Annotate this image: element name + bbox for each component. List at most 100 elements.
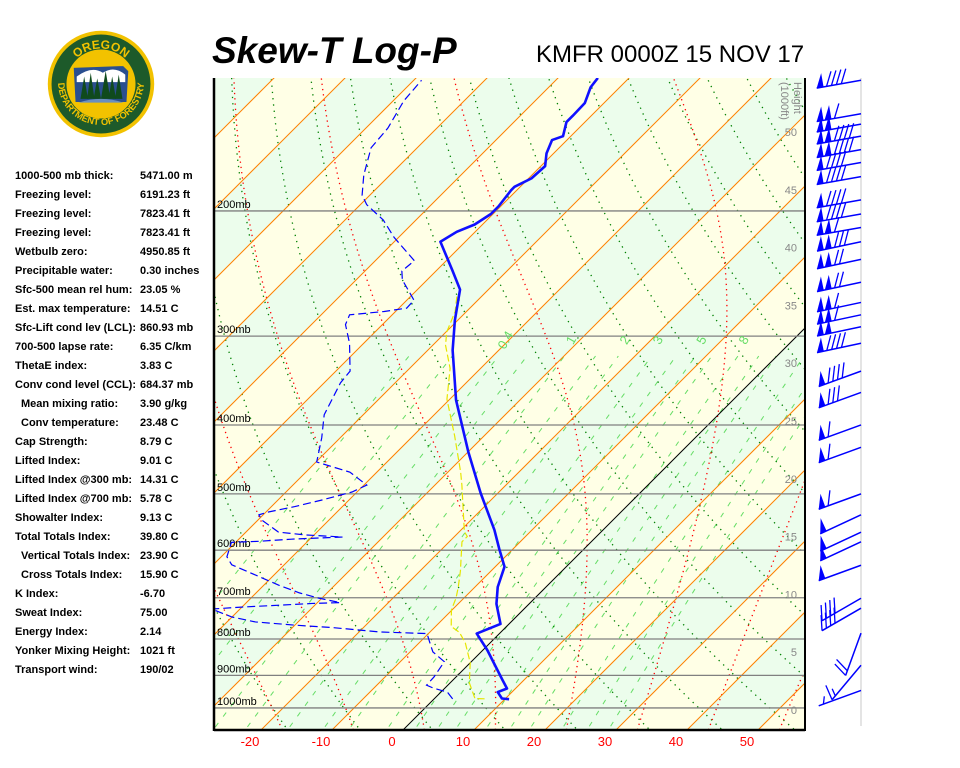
mixing-ratio-line: [607, 415, 805, 730]
wind-barb-staff: [816, 112, 862, 123]
dewpoint-profile: [214, 79, 454, 700]
wind-barb-staff: [816, 325, 862, 337]
wind-barb-flag: [816, 192, 824, 208]
wind-barb-flag: [816, 276, 824, 292]
wind-barb-staff: [816, 175, 862, 186]
stat-label: Precipitable water:: [15, 265, 113, 277]
stat-value: -6.70: [140, 588, 166, 600]
wind-barb-flag: [818, 424, 826, 441]
svg-text:OREGON: OREGON: [70, 37, 132, 60]
dry-adiabat: [783, 0, 960, 737]
stat-label: Freezing level:: [15, 189, 92, 201]
wind-barb: [820, 607, 862, 632]
x-tick-label: 30: [598, 734, 612, 749]
stat-label: Total Totals Index:: [15, 531, 111, 543]
wind-barb-flag: [816, 73, 824, 89]
wind-barb: [816, 115, 862, 133]
wind-barb-flag: [818, 392, 826, 408]
wind-barb-feather: [832, 365, 836, 382]
moist-adiabat: [453, 78, 588, 730]
height-tick-label: 30: [785, 358, 797, 370]
wind-barb-feather: [825, 685, 833, 700]
wind-barb-feather: [848, 136, 855, 152]
dry-adiabat: [587, 78, 805, 433]
isotherm: [214, 78, 772, 636]
wind-barb-staff: [819, 514, 862, 535]
wind-barb-staff: [818, 689, 862, 707]
wind-barb-flag: [824, 105, 832, 121]
temperature-band: [686, 611, 805, 730]
wind-barb-feather: [827, 443, 831, 460]
stat-row: Cross Totals Index: 15.90 C: [15, 566, 215, 585]
stability-indices-panel: 1000-500 mb thick: 5471.00 m Freezing leve…: [15, 167, 215, 680]
wind-barb: [816, 332, 862, 354]
wind-barb-feather: [838, 231, 845, 247]
stat-row: Precipitable water: 0.30 inches: [15, 262, 215, 281]
stat-label: Mean mixing ratio:: [21, 398, 119, 410]
wind-barb: [816, 319, 862, 337]
wind-barb-feather: [827, 421, 831, 438]
stat-row: Yonker Mixing Height: 1021 ft: [15, 642, 215, 661]
wind-barb-flag: [816, 220, 824, 236]
stat-value: 2.14: [140, 626, 162, 638]
wind-barb-staff: [816, 342, 862, 354]
stat-value: 6191.23 ft: [140, 189, 191, 201]
wind-barb-feather: [820, 615, 823, 631]
wind-barb-flag: [816, 169, 824, 185]
wind-barb: [816, 292, 862, 313]
wind-barb-staff: [821, 597, 862, 622]
stat-value: 5471.00 m: [140, 170, 193, 182]
wind-barb-feather: [833, 292, 840, 309]
stat-value: 23.90 C: [140, 550, 179, 562]
dry-adiabat: [214, 288, 434, 730]
isobar-label: 800mb: [217, 627, 251, 639]
wind-barb-feather: [830, 70, 837, 86]
zero-isotherm: [402, 327, 805, 730]
mixing-ratio-line: [484, 355, 739, 730]
mixing-ratio-line: [385, 355, 653, 730]
dry-adiabat: [0, 0, 1, 737]
stat-row: Conv cond level (CCL): 684.37 mb: [15, 376, 215, 395]
stat-value: 6.35 C/km: [140, 341, 192, 353]
wind-barb: [818, 689, 862, 707]
stat-value: 5.78 C: [140, 493, 173, 505]
wind-barb-flag: [824, 294, 832, 311]
wind-barb-feather: [840, 202, 847, 218]
wind-barb-feather: [835, 69, 842, 85]
temperature-band: [757, 682, 805, 730]
wind-barb-flag: [816, 206, 824, 222]
height-tick-label: 45: [785, 185, 797, 197]
isobar-label: 900mb: [217, 663, 251, 675]
stat-row: ThetaE index: 3.83 C: [15, 357, 215, 376]
mixing-ratio-label: 0.4: [494, 328, 516, 351]
wind-barb-half-feather: [822, 696, 825, 705]
mixing-ratio-label: 5: [693, 333, 710, 347]
temperature-band: [331, 256, 805, 730]
stat-label: Cross Totals Index:: [21, 569, 123, 581]
stat-label: Conv cond level (CCL):: [15, 379, 137, 391]
x-tick-label: 0: [388, 734, 395, 749]
stat-value: 3.83 C: [140, 360, 173, 372]
wind-barb: [819, 541, 862, 562]
wind-barb: [816, 68, 862, 89]
wind-barb: [818, 490, 862, 510]
stat-label: Lifted Index @300 mb:: [15, 474, 133, 486]
height-tick-label: 35: [785, 300, 797, 312]
wind-barb-half-feather: [831, 688, 836, 697]
mixing-ratio-line: [586, 387, 805, 730]
wind-barb-flag: [816, 337, 824, 353]
stat-label: Sweat Index:: [15, 607, 83, 619]
wind-barb-staff: [816, 199, 862, 209]
wind-barb-flag: [824, 274, 832, 290]
mixing-ratio-line: [413, 355, 677, 730]
wind-barb-staff: [816, 135, 862, 145]
wind-barb-feather: [830, 166, 837, 183]
stat-value: 7823.41 ft: [140, 208, 191, 220]
wind-barb: [816, 164, 862, 186]
wind-barb-feather: [840, 332, 847, 348]
wind-barb-staff: [819, 541, 862, 562]
dry-adiabat: [627, 78, 805, 371]
wind-barb-staff: [816, 314, 862, 325]
isotherm: [544, 469, 805, 730]
stat-row: Freezing level: 7823.41 ft: [15, 205, 215, 224]
